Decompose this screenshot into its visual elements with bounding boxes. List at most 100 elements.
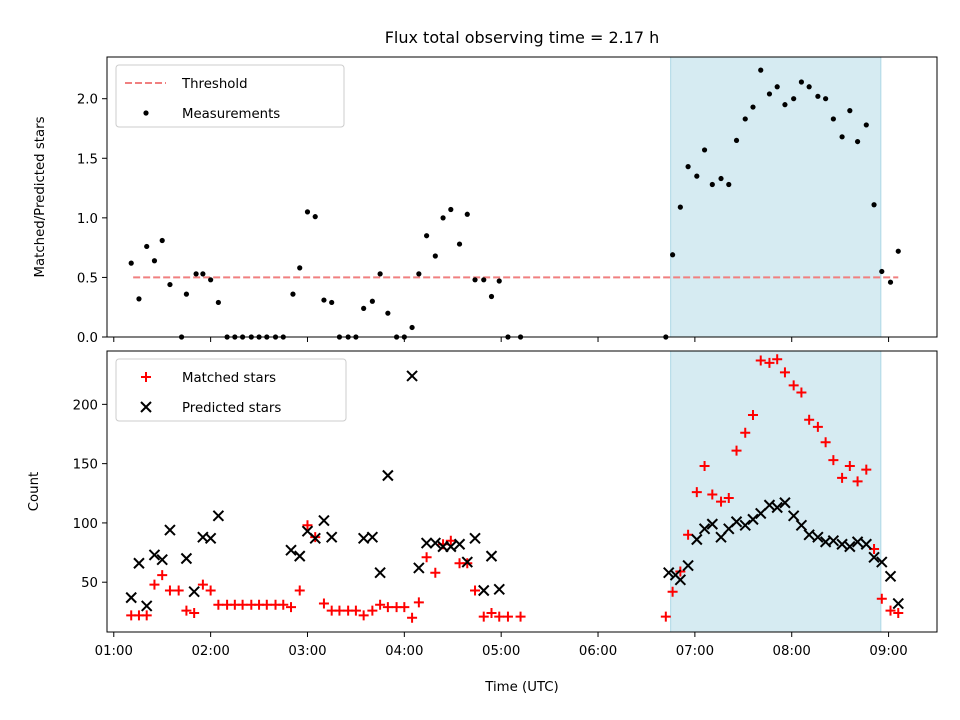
matched-star-point	[796, 387, 807, 398]
y-tick-label: 100	[73, 517, 98, 532]
measurement-point	[361, 305, 367, 312]
matched-star-point	[173, 585, 184, 596]
predicted-star-point	[851, 536, 864, 548]
predicted-star-point	[318, 514, 330, 527]
predicted-star-point	[413, 562, 425, 574]
matched-star-point	[764, 357, 775, 368]
matched-star-point	[723, 493, 734, 504]
measurement-point	[879, 268, 885, 275]
measurement-point	[464, 211, 470, 217]
measurement-point	[432, 253, 438, 259]
matched-star-point	[358, 610, 369, 621]
predicted-star-point	[747, 513, 759, 526]
matched-star-point	[286, 602, 297, 613]
measurement-point	[830, 116, 836, 122]
axes-frame	[106, 350, 938, 633]
predicted-star-point	[876, 556, 888, 568]
matched-star-point	[844, 461, 855, 472]
predicted-star-point	[844, 540, 856, 553]
predicted-star-point	[125, 591, 137, 604]
measurement-point	[677, 204, 683, 210]
measurement-point	[742, 116, 748, 122]
measurement-point	[200, 271, 206, 277]
matched-star-point	[779, 367, 790, 378]
predicted-star-point	[663, 567, 675, 579]
measurement-point	[670, 252, 676, 258]
legend-label: Threshold	[181, 77, 248, 92]
x-tick-label: 09:00	[869, 644, 907, 659]
matched-star-point	[205, 585, 216, 596]
matched-star-point	[445, 535, 456, 546]
matched-star-point	[747, 410, 758, 421]
measurement-point	[297, 265, 303, 271]
measurement-point	[312, 214, 318, 220]
matched-star-point	[213, 599, 224, 610]
measurement-point	[304, 209, 311, 215]
measurement-point	[823, 96, 829, 102]
matched-star-point	[375, 599, 386, 610]
predicted-star-point	[309, 532, 321, 545]
measurement-point	[136, 296, 142, 302]
y-tick-label: 0.0	[77, 331, 98, 346]
x-tick-label: 07:00	[676, 644, 714, 659]
matched-star-point	[367, 605, 378, 616]
measurement-point	[167, 281, 173, 288]
matched-star-point	[350, 605, 361, 616]
measurement-point	[685, 164, 691, 170]
y-axis-label: Count	[27, 472, 42, 512]
measurement-point	[774, 84, 780, 90]
measurement-point	[733, 137, 740, 144]
predicted-star-point	[453, 538, 466, 550]
predicted-star-point	[420, 537, 433, 549]
predicted-star-point	[294, 550, 306, 562]
predicted-star-point	[285, 544, 297, 556]
matched-star-point	[478, 611, 489, 622]
matched-star-point	[470, 585, 481, 596]
predicted-star-point	[860, 538, 873, 550]
predicted-star-point	[755, 507, 767, 520]
panel-counts: 50 100 150 200 01:00 02:00 03:00 04:00 05:00 06:0…	[27, 350, 938, 659]
predicted-star-point	[382, 469, 394, 482]
measurement-point	[847, 108, 853, 114]
predicted-star-point	[892, 597, 904, 610]
matched-star-point	[804, 414, 815, 425]
predicted-star-point	[445, 540, 457, 553]
predicted-star-point	[325, 531, 338, 543]
predicted-star-point	[148, 549, 161, 561]
predicted-star-point	[133, 557, 145, 569]
measurement-point	[887, 279, 894, 285]
matched-star-point	[820, 437, 831, 448]
matched-star-point	[691, 487, 702, 498]
measurement-point	[183, 291, 190, 297]
matched-star-point	[334, 605, 345, 616]
matched-star-point	[237, 599, 248, 610]
predicted-star-point	[787, 510, 800, 522]
matched-star-point	[731, 445, 742, 456]
x-tick-label: 08:00	[773, 644, 811, 659]
predicted-star-point	[212, 510, 225, 522]
measurement-point	[871, 202, 877, 208]
matched-star-point	[707, 489, 718, 500]
matched-star-point	[382, 602, 393, 613]
predicted-star-point	[836, 538, 848, 550]
predicted-star-point	[795, 519, 808, 531]
measurement-point	[416, 271, 422, 277]
measurement-point	[481, 277, 487, 283]
measurement-point	[718, 175, 724, 182]
predicted-star-point	[868, 551, 880, 564]
measurement-point	[694, 173, 700, 179]
predicted-star-point	[156, 553, 168, 566]
legend-label: Measurements	[182, 107, 280, 122]
y-tick-label: 1.5	[77, 152, 98, 167]
legend-predicted-swatch	[140, 401, 152, 413]
matched-star-point	[893, 608, 904, 619]
matched-star-point	[837, 472, 848, 483]
matched-star-point	[788, 380, 799, 391]
x-tick-label: 03:00	[288, 644, 326, 659]
predicted-star-point	[180, 552, 193, 565]
predicted-star-point	[493, 583, 505, 596]
y-tick-label: 150	[73, 458, 98, 473]
matched-star-point	[828, 455, 839, 466]
axes-frame	[106, 56, 938, 338]
chart-title: Flux total observing time = 2.17 h	[385, 28, 660, 47]
